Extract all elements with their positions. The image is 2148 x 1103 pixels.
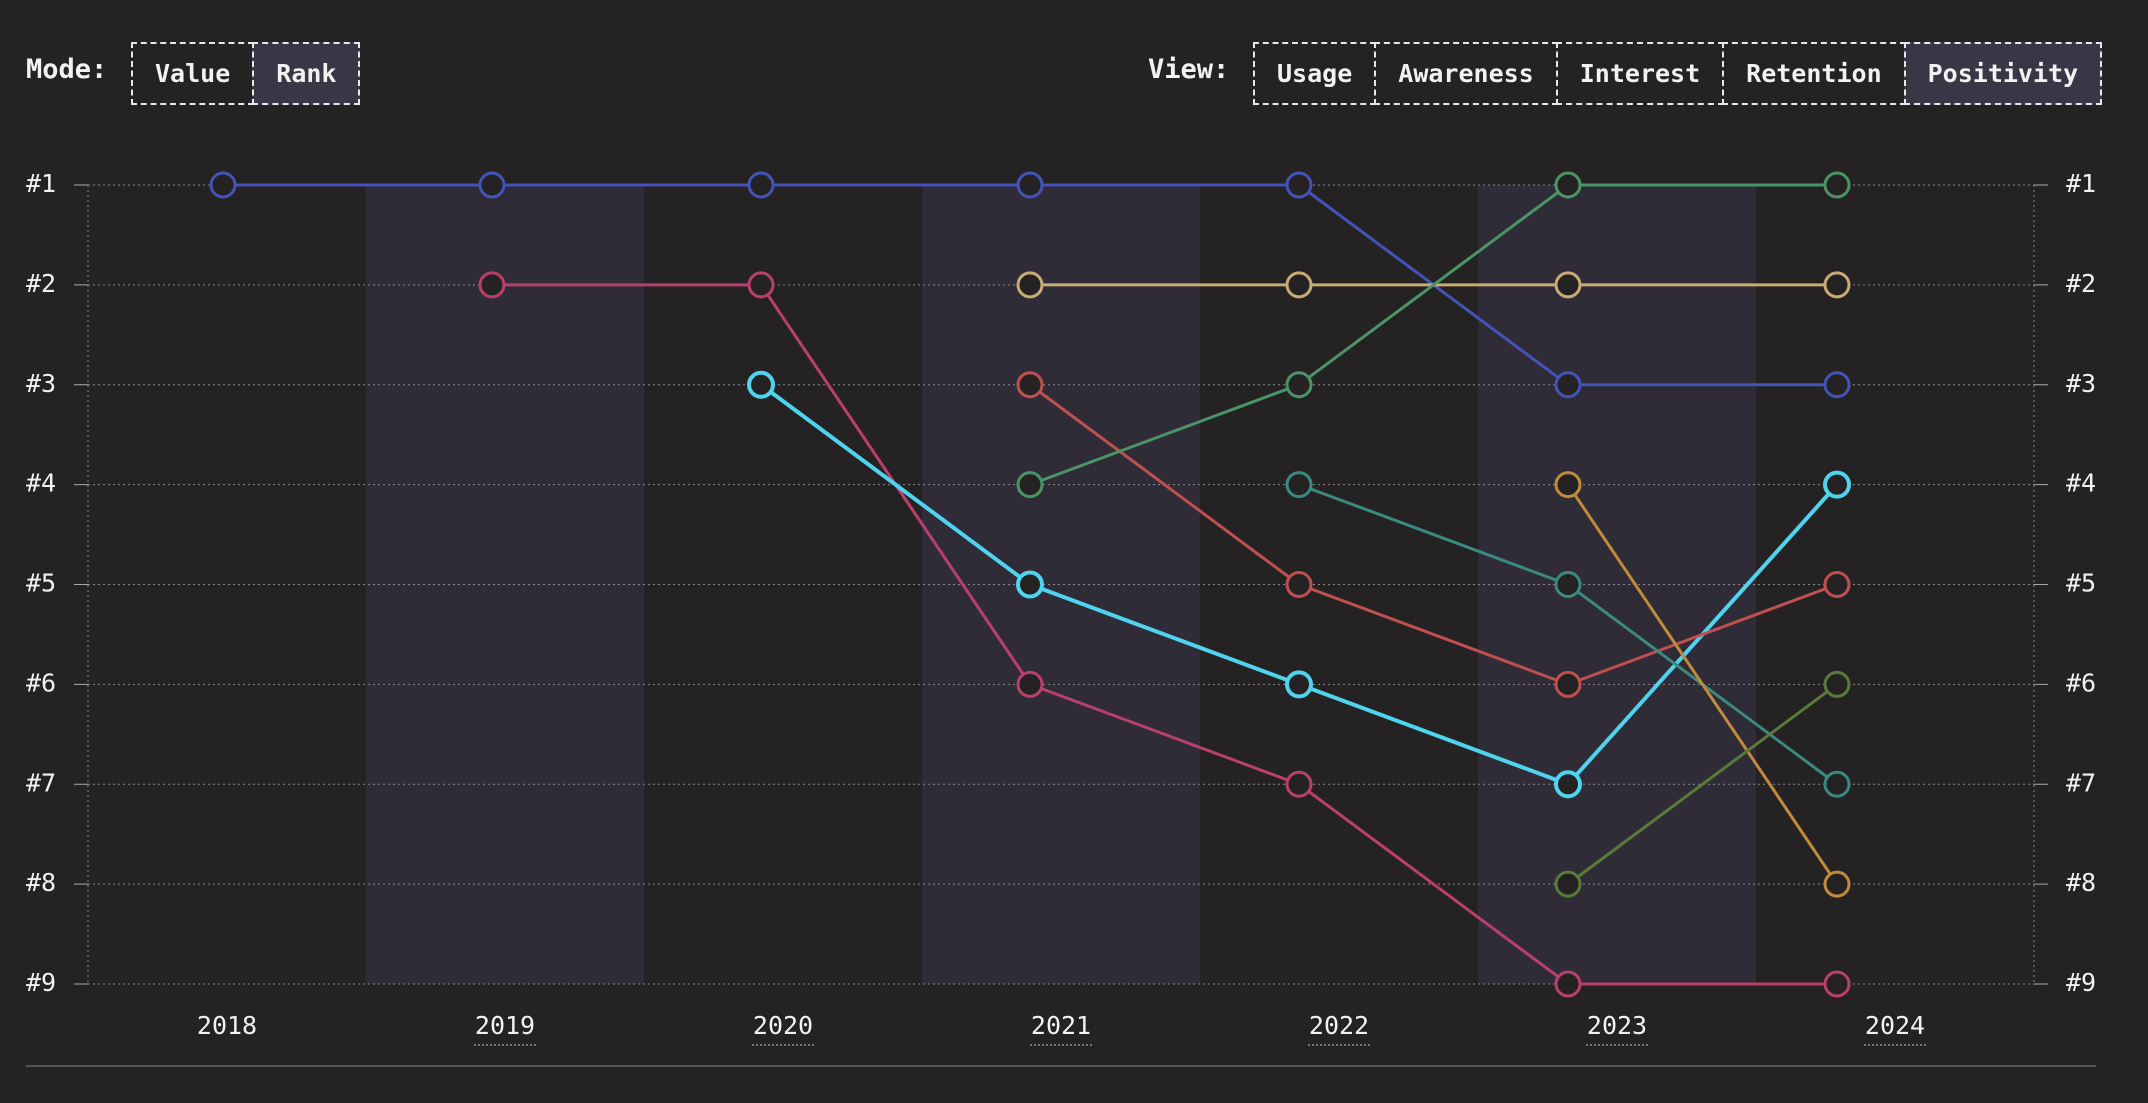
point [1823,970,1851,998]
y-tick-label: #7 [26,768,56,797]
y-tick-label: #2 [26,269,56,298]
y-tick-label: #6 [26,668,56,697]
y-tick-label: #3 [26,369,56,398]
toggle-button[interactable]: Interest [1555,42,1725,105]
y-tick-label: #9 [26,968,56,997]
series-line [1029,383,1838,686]
x-tick-label: 2022 [1309,1011,1369,1040]
point [1554,271,1582,299]
point [1016,371,1044,399]
point [1554,970,1582,998]
toggle-button[interactable]: Value [131,42,255,105]
point [209,171,237,199]
view-buttons: Usage Awareness Interest Retention Positivit… [1253,42,2103,105]
mode-label: Mode: [26,54,108,85]
point [1016,471,1044,499]
y-tick-label: #9 [2066,968,2096,997]
y-tick-label: #5 [2066,569,2096,598]
point [1823,371,1851,399]
point [1285,770,1313,798]
point [1285,371,1313,399]
point [1016,271,1044,299]
x-tick-label: 2024 [1865,1011,1925,1040]
point [747,271,775,299]
point [1016,570,1044,599]
point [1285,171,1313,199]
toggle-button[interactable]: Retention [1722,42,1906,105]
mode-buttons: Value Rank [131,42,361,105]
point [747,370,775,399]
point [1554,670,1582,698]
point [1554,870,1582,898]
x-tick-label: 2019 [475,1011,535,1040]
x-tick-label: 2018 [197,1011,257,1040]
x-tick-label: 2021 [1031,1011,1091,1040]
y-tick-label: #1 [2066,169,2096,198]
point [1285,471,1313,499]
series-line [1029,183,1837,487]
point [1554,571,1582,598]
point [1823,171,1851,199]
point [1554,171,1582,199]
point [1823,571,1851,598]
y-tick-label: #3 [2066,369,2096,398]
point [478,271,506,299]
x-tick-label: 2020 [753,1011,813,1040]
point [478,171,506,199]
toggle-button[interactable]: Positivity [1903,42,2103,105]
point [1554,471,1582,499]
point [1285,271,1313,299]
x-tick-label: 2023 [1587,1011,1647,1040]
point [1823,670,1851,698]
y-tick-label: #4 [2066,469,2096,498]
y-tick-label: #8 [2066,868,2096,897]
toggle-button[interactable]: Rank [252,42,361,105]
toggle-button[interactable]: Awareness [1374,42,1558,105]
y-tick-label: #4 [26,469,56,498]
y-tick-label: #6 [2066,668,2096,697]
series-line [1566,483,1839,885]
point [1823,271,1851,299]
point [1285,571,1313,598]
view-label: View: [1148,54,1230,85]
point [1016,171,1044,199]
series-line [492,283,1837,986]
y-tick-label: #2 [2066,269,2096,298]
point [1823,470,1851,499]
point [1554,371,1582,399]
point [1016,670,1044,698]
y-tick-label: #1 [26,169,56,198]
point [1823,770,1851,798]
point [1554,770,1582,799]
y-tick-label: #7 [2066,768,2096,797]
point [747,171,775,199]
series-line [1567,683,1838,886]
y-tick-label: #8 [26,868,56,897]
y-tick-label: #5 [26,569,56,598]
point [1823,870,1851,898]
point [1285,670,1313,699]
